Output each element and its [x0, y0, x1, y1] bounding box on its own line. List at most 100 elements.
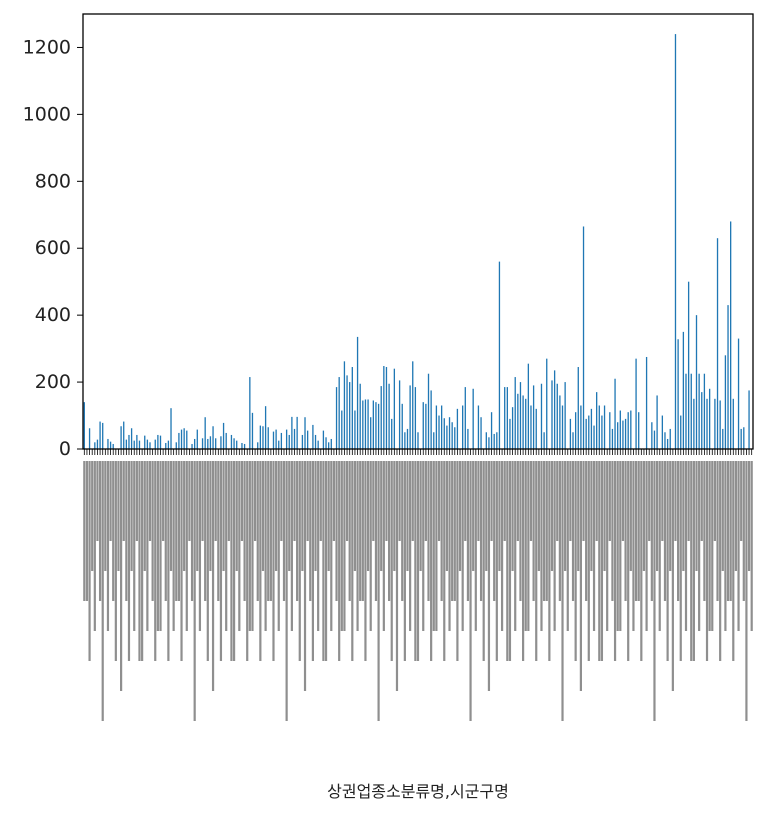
x-tick-label: [729, 461, 732, 601]
bar: [293, 428, 296, 449]
x-tick-label: [608, 461, 611, 541]
bar: [146, 439, 149, 449]
bar: [180, 429, 183, 449]
x-tick-label: [348, 461, 351, 601]
x-tick-label: [613, 461, 617, 661]
bar: [301, 434, 304, 449]
bar: [170, 408, 172, 449]
x-tick-label: [364, 461, 367, 661]
x-tick-label: [550, 461, 554, 571]
bar: [201, 438, 204, 449]
bar: [120, 426, 122, 449]
bar: [443, 418, 445, 449]
x-tick-label: [514, 461, 517, 631]
x-tick-label: [719, 461, 722, 661]
bar: [249, 377, 251, 449]
x-tick-label: [569, 461, 572, 541]
bar: [748, 390, 750, 449]
bar: [102, 422, 104, 449]
y-tick-label: 800: [35, 170, 71, 192]
x-tick-label: [726, 461, 730, 601]
x-tick-label: [248, 461, 251, 631]
bar: [393, 368, 396, 449]
x-tick-label: [571, 461, 575, 601]
bar: [335, 387, 338, 449]
x-tick-label: [369, 461, 372, 631]
bars-group: [83, 34, 750, 449]
bar: [714, 398, 716, 449]
bar: [690, 373, 692, 449]
bar: [157, 434, 159, 449]
bar: [598, 405, 600, 449]
bar: [680, 415, 682, 449]
bar: [222, 422, 225, 449]
x-tick-label: [745, 461, 748, 721]
bar: [577, 367, 579, 449]
x-tick-label: [692, 461, 695, 661]
bar: [467, 428, 469, 449]
x-tick-label: [293, 461, 296, 541]
bar: [83, 402, 85, 449]
bar: [698, 373, 700, 449]
x-tick-label: [222, 461, 225, 571]
bar: [488, 437, 490, 449]
x-tick-label: [632, 461, 635, 631]
bar: [716, 238, 719, 449]
x-tick-label: [437, 461, 441, 541]
bar: [196, 429, 198, 449]
bar: [590, 408, 593, 449]
x-tick-label: [272, 461, 275, 661]
x-tick-label: [537, 461, 540, 571]
x-tick-label: [498, 461, 501, 571]
x-tick-label: [600, 461, 604, 661]
x-tick-label: [482, 461, 485, 661]
bar: [220, 436, 222, 449]
bar: [627, 412, 629, 449]
x-tick-label: [687, 461, 690, 541]
x-tick-label: [577, 461, 580, 571]
x-tick-label: [219, 461, 223, 661]
bar: [532, 385, 535, 449]
bar: [278, 440, 280, 449]
bar: [380, 386, 382, 449]
x-tick-label: [705, 461, 709, 661]
bar: [215, 438, 217, 449]
bar: [338, 377, 340, 449]
bar: [427, 373, 430, 449]
bar: [569, 418, 572, 449]
x-tick-label: [669, 461, 672, 571]
bar: [359, 383, 361, 449]
bar: [706, 398, 708, 449]
bar: [280, 432, 283, 449]
bar: [611, 428, 614, 449]
bar: [603, 405, 606, 449]
bar: [708, 388, 711, 449]
x-tick-label: [359, 461, 362, 601]
x-tick-label: [650, 461, 653, 601]
bar: [388, 383, 390, 449]
bar: [133, 440, 135, 449]
bar: [695, 315, 698, 449]
bar: [144, 435, 146, 449]
x-tick-label: [708, 461, 711, 631]
x-tick-label: [616, 461, 619, 631]
bar: [572, 432, 574, 449]
bar: [446, 425, 448, 449]
bar: [367, 399, 369, 449]
bar: [638, 412, 640, 449]
bar: [619, 410, 621, 449]
x-tick-label: [422, 461, 425, 631]
x-tick-label: [398, 461, 401, 541]
bar: [635, 358, 637, 449]
x-tick-label: [698, 461, 701, 631]
bar: [580, 405, 582, 449]
x-tick-label: [104, 461, 107, 571]
bar: [433, 432, 435, 449]
bar: [498, 261, 501, 449]
bar: [701, 392, 703, 449]
y-tick-label: 0: [59, 438, 71, 460]
y-tick-label: 600: [35, 237, 71, 259]
x-tick-label: [556, 461, 559, 541]
x-tick-label: [380, 461, 383, 571]
bar: [183, 428, 185, 449]
